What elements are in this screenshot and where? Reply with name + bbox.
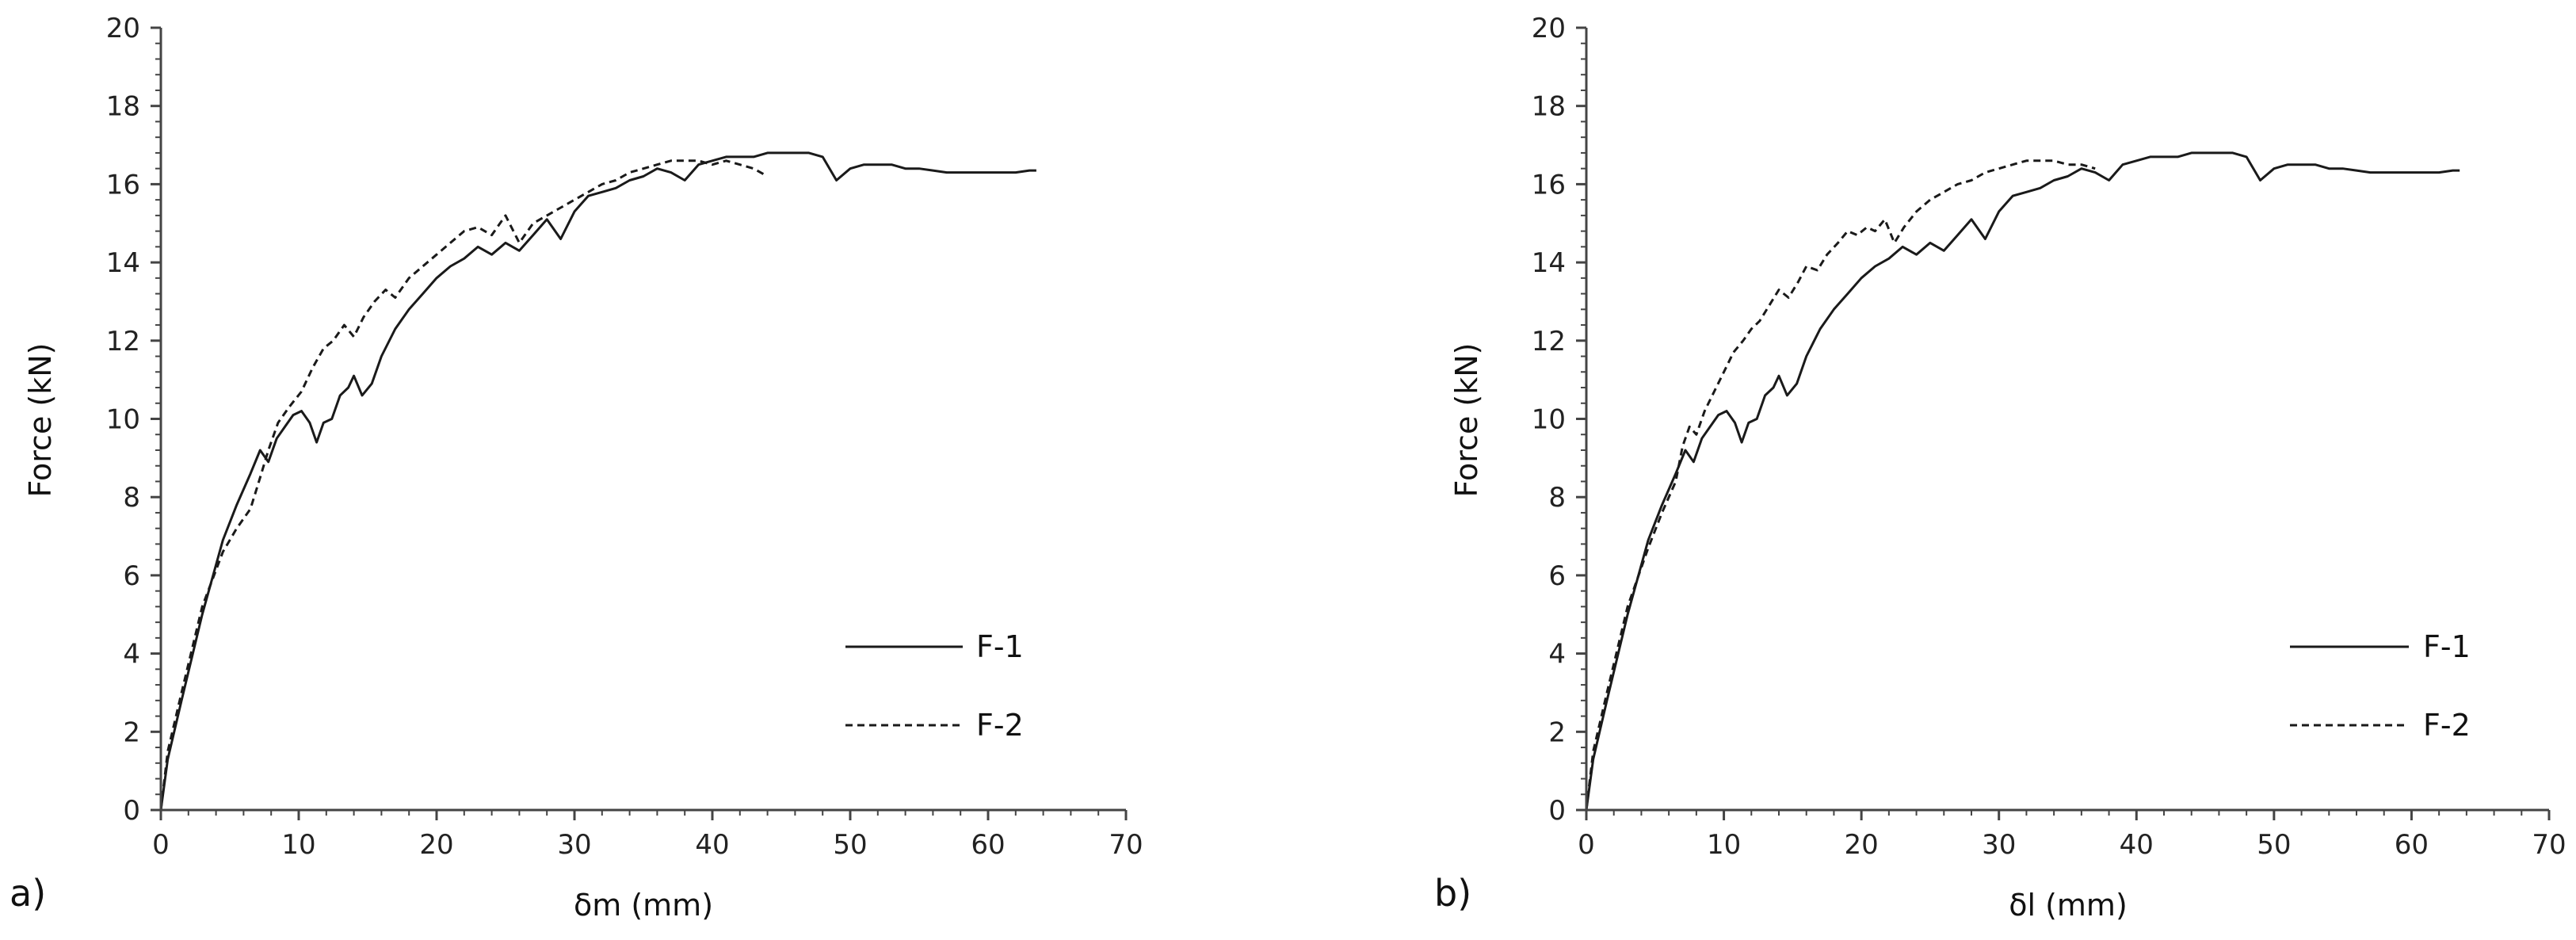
x-tick-label: 10	[281, 829, 315, 861]
legend-b: F-1 F-2	[2290, 629, 2471, 743]
y-tick-label: 18	[106, 91, 140, 123]
panel-label-b: b)	[1434, 872, 1471, 915]
y-axis-title: Force (kN)	[23, 343, 58, 498]
series-line-f-2	[159, 159, 769, 811]
series-line-f-1	[159, 151, 1036, 811]
y-tick-label: 20	[1532, 13, 1566, 44]
x-axis-title: δl (mm)	[2009, 888, 2128, 923]
y-tick-label: 8	[123, 482, 140, 514]
y-tick-label: 12	[1532, 326, 1566, 357]
x-tick-label: 20	[1845, 829, 1879, 861]
y-tick-label: 10	[1532, 404, 1566, 436]
y-tick-label: 20	[106, 13, 140, 44]
x-tick-label: 10	[1707, 829, 1741, 861]
x-tick-label: 60	[2395, 829, 2429, 861]
series-group-b	[1585, 151, 2460, 811]
x-tick-label: 40	[2120, 829, 2154, 861]
y-tick-label: 6	[1548, 560, 1566, 592]
legend-a: F-1 F-2	[845, 629, 1024, 743]
y-tick-label: 6	[123, 560, 140, 592]
y-tick-label: 0	[1548, 795, 1566, 827]
x-tick-label: 50	[2257, 829, 2291, 861]
y-tick-label: 2	[1548, 716, 1566, 748]
legend-label-f1: F-1	[2423, 629, 2471, 664]
y-tick-label: 16	[106, 169, 140, 201]
x-tick-label: 60	[971, 829, 1005, 861]
y-tick-label: 14	[1532, 247, 1566, 279]
y-tick-label: 4	[123, 639, 140, 671]
x-tick-label: 50	[833, 829, 867, 861]
y-axis-title: Force (kN)	[1449, 343, 1484, 498]
series-line-f-1	[1585, 151, 2460, 811]
series-line-f-2	[1585, 159, 2096, 811]
x-tick-label: 20	[419, 829, 453, 861]
x-tick-label: 70	[2532, 829, 2566, 861]
chart-panel-a: 0 2 4 6 8 10 12 14 16 18 20 0 10 20 30 40 50 60 70 Force (…	[10, 13, 1143, 923]
series-group-a	[159, 151, 1036, 811]
y-tick-label: 14	[106, 247, 140, 279]
x-axis-title: δm (mm)	[574, 888, 713, 923]
y-tick-label: 16	[1532, 169, 1566, 201]
legend-label-f1: F-1	[976, 629, 1024, 664]
ticks-a: 0 2 4 6 8 10 12 14 16 18 20 0 10 20 30 40 50 60 70	[106, 13, 1143, 861]
y-tick-label: 10	[106, 404, 140, 436]
ticks-b: 0 2 4 6 8 10 12 14 16 18 20 0 10 20 30 40 50 60 70	[1532, 13, 2566, 861]
x-tick-label: 40	[695, 829, 729, 861]
y-tick-label: 2	[123, 716, 140, 748]
x-tick-label: 30	[557, 829, 591, 861]
x-tick-label: 0	[1578, 829, 1595, 861]
x-tick-label: 30	[1982, 829, 2016, 861]
x-tick-label: 70	[1109, 829, 1143, 861]
legend-label-f2: F-2	[976, 708, 1024, 743]
y-tick-label: 4	[1548, 639, 1566, 671]
legend-label-f2: F-2	[2423, 708, 2471, 743]
y-tick-label: 8	[1548, 482, 1566, 514]
y-tick-label: 12	[106, 326, 140, 357]
x-tick-label: 0	[152, 829, 170, 861]
panel-label-a: a)	[10, 872, 46, 915]
y-tick-label: 18	[1532, 91, 1566, 123]
y-tick-label: 0	[123, 795, 140, 827]
chart-panel-b: 0 2 4 6 8 10 12 14 16 18 20 0 10 20 30 40 50 60 70 Force (…	[1434, 13, 2566, 923]
